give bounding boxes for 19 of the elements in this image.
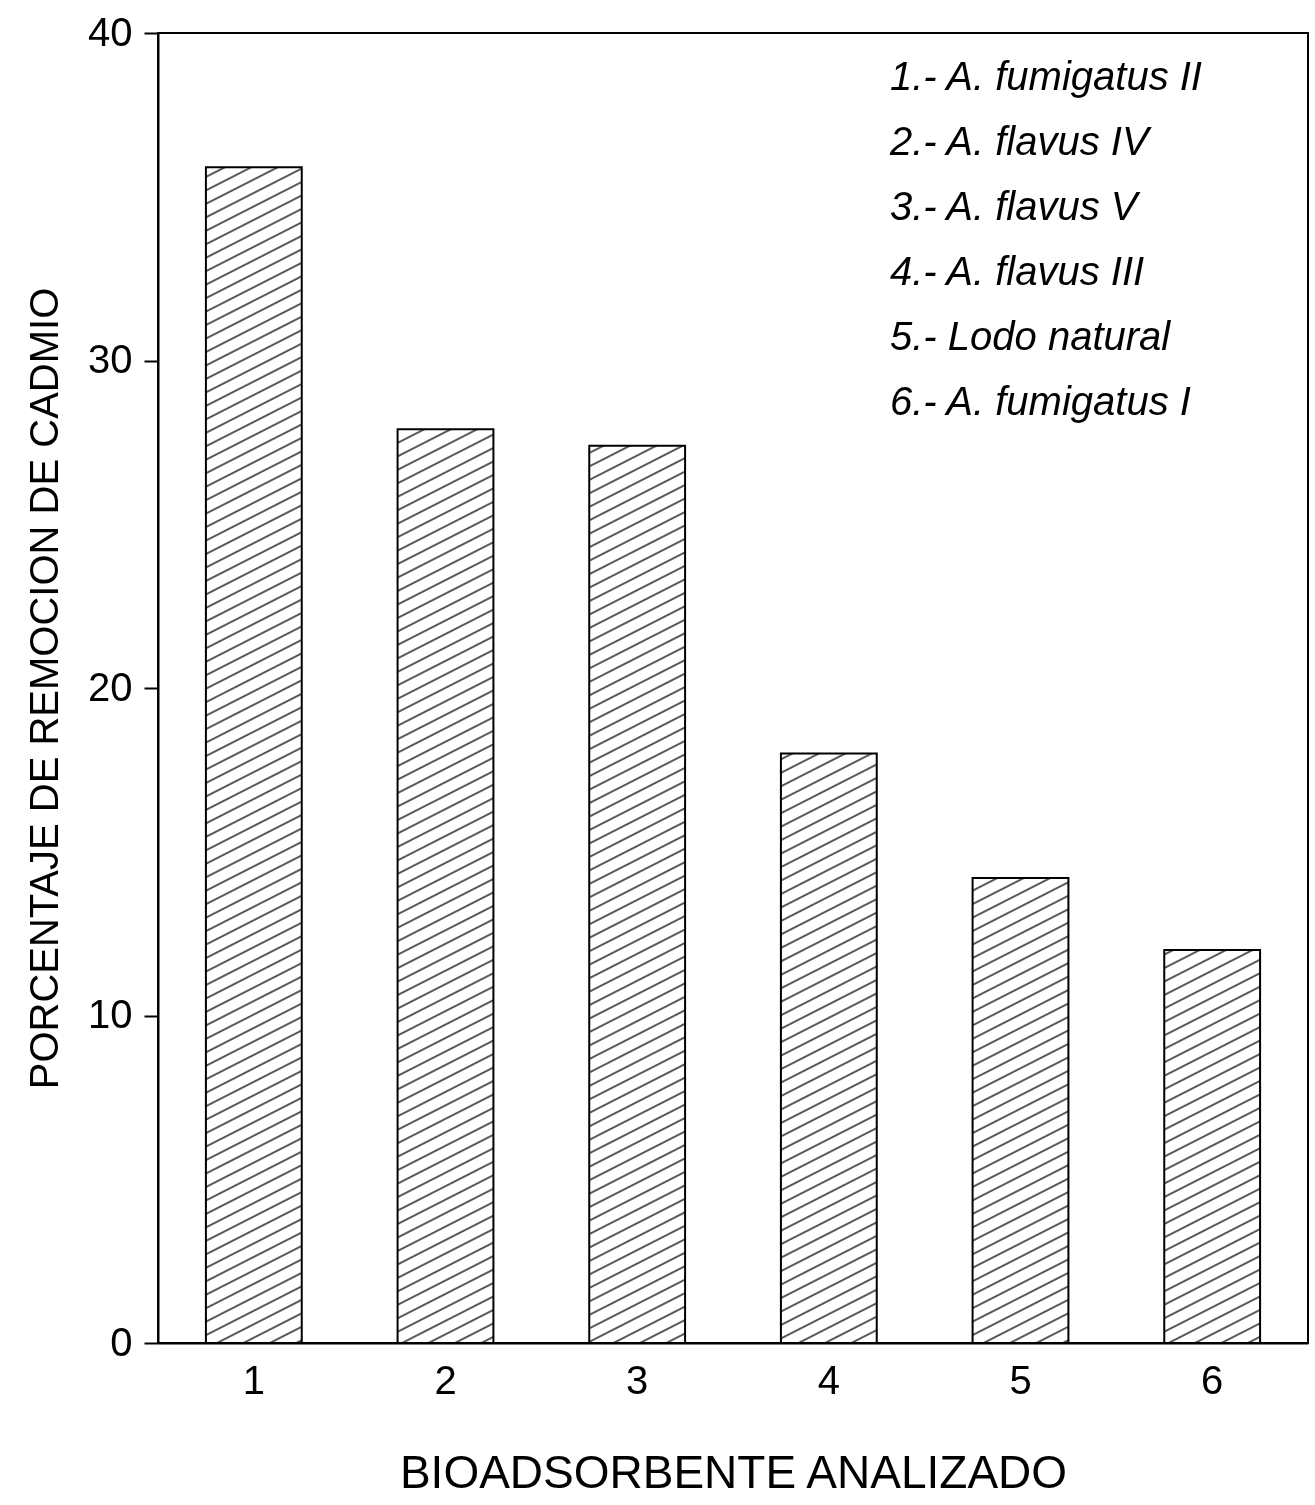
y-tick-label: 10 bbox=[88, 992, 133, 1036]
x-tick-label: 4 bbox=[817, 1357, 840, 1402]
annotation: 1.- A. fumigatus II bbox=[890, 54, 1202, 98]
x-tick-label: 1 bbox=[242, 1357, 265, 1402]
annotation: 5.- Lodo natural bbox=[890, 314, 1172, 358]
y-tick-label: 0 bbox=[110, 1319, 133, 1364]
annotation: 6.- A. fumigatus I bbox=[890, 379, 1191, 423]
annotation: 4.- A. flavus III bbox=[890, 249, 1145, 293]
x-axis-title: BIOADSORBENTE ANALIZADO bbox=[399, 1445, 1068, 1498]
x-tick-label: 6 bbox=[1201, 1357, 1224, 1402]
y-tick-label: 40 bbox=[88, 9, 133, 54]
x-tick-label: 2 bbox=[434, 1357, 457, 1402]
x-tick-label: 5 bbox=[1009, 1357, 1032, 1402]
annotation: 3.- A. flavus V bbox=[890, 184, 1141, 228]
y-tick-label: 20 bbox=[88, 664, 133, 709]
y-axis-title: PORCENTAJE DE REMOCION DE CADMIO bbox=[22, 287, 67, 1090]
y-tick-label: 30 bbox=[88, 337, 133, 381]
annotation: 2.- A. flavus IV bbox=[889, 119, 1152, 163]
x-tick-label: 3 bbox=[626, 1357, 649, 1402]
